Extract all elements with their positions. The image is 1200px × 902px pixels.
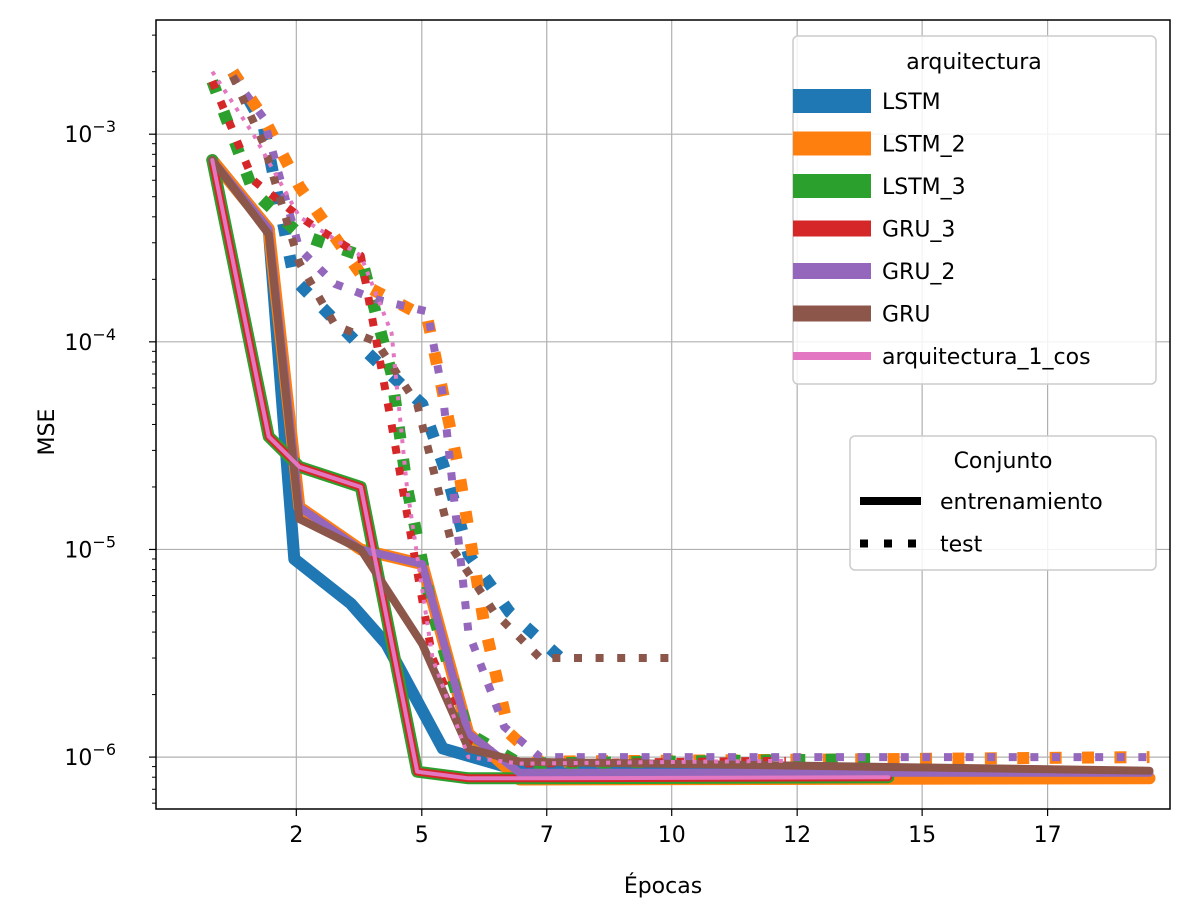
x-tick-label: 17 [1034, 823, 1062, 848]
legend-conjunto: Conjunto entrenamiento test [849, 435, 1157, 571]
legend-label-gru: GRU [882, 303, 930, 328]
x-tick-label: 7 [540, 823, 554, 848]
legend-label-gru-3: GRU_3 [882, 218, 955, 243]
legend-conjunto-title: Conjunto [954, 449, 1053, 474]
series-line-gru-entrenamiento [208, 156, 1154, 775]
legend-conjunto-box [849, 435, 1157, 571]
legend-arquitectura-title: arquitectura [906, 50, 1042, 75]
plot-frame [155, 19, 1171, 810]
legend-arquitectura: arquitectura LSTM LSTM_2 LSTM_3 GRU_3 GRU_2 G… [792, 35, 1157, 385]
series-line-arquitectura-1-cos-entrenamiento [210, 158, 891, 781]
y-tick-label: 10−4 [64, 325, 116, 356]
x-tick-label: 15 [908, 823, 936, 848]
legend-label-test: test [940, 533, 983, 558]
legend-label-lstm-3: LSTM_3 [882, 175, 966, 200]
series-layer [206, 68, 1156, 786]
series-line-lstm-3-test [206, 79, 889, 770]
legend-label-entrenamiento: entrenamiento [940, 490, 1103, 515]
x-tick-label: 10 [658, 823, 686, 848]
legend-arquitectura-box [792, 35, 1157, 385]
x-tick-label: 2 [289, 823, 303, 848]
legend-label-arquitectura-1-cos: arquitectura_1_cos [882, 345, 1091, 370]
legend-label-gru-2: GRU_2 [882, 260, 955, 285]
x-tick-label: 12 [783, 823, 811, 848]
x-tick-label: 5 [415, 823, 429, 848]
legend-label-lstm-2: LSTM_2 [882, 133, 966, 158]
series-line-lstm-test [227, 68, 565, 663]
series-line-arquitectura-1-cos-test [210, 70, 786, 766]
y-tick-label: 10−3 [64, 117, 116, 148]
series-line-gru-test [229, 74, 674, 662]
y-axis-label: MSE [35, 409, 60, 456]
x-axis-label: Épocas [624, 873, 702, 899]
legend-label-lstm: LSTM [882, 90, 941, 115]
